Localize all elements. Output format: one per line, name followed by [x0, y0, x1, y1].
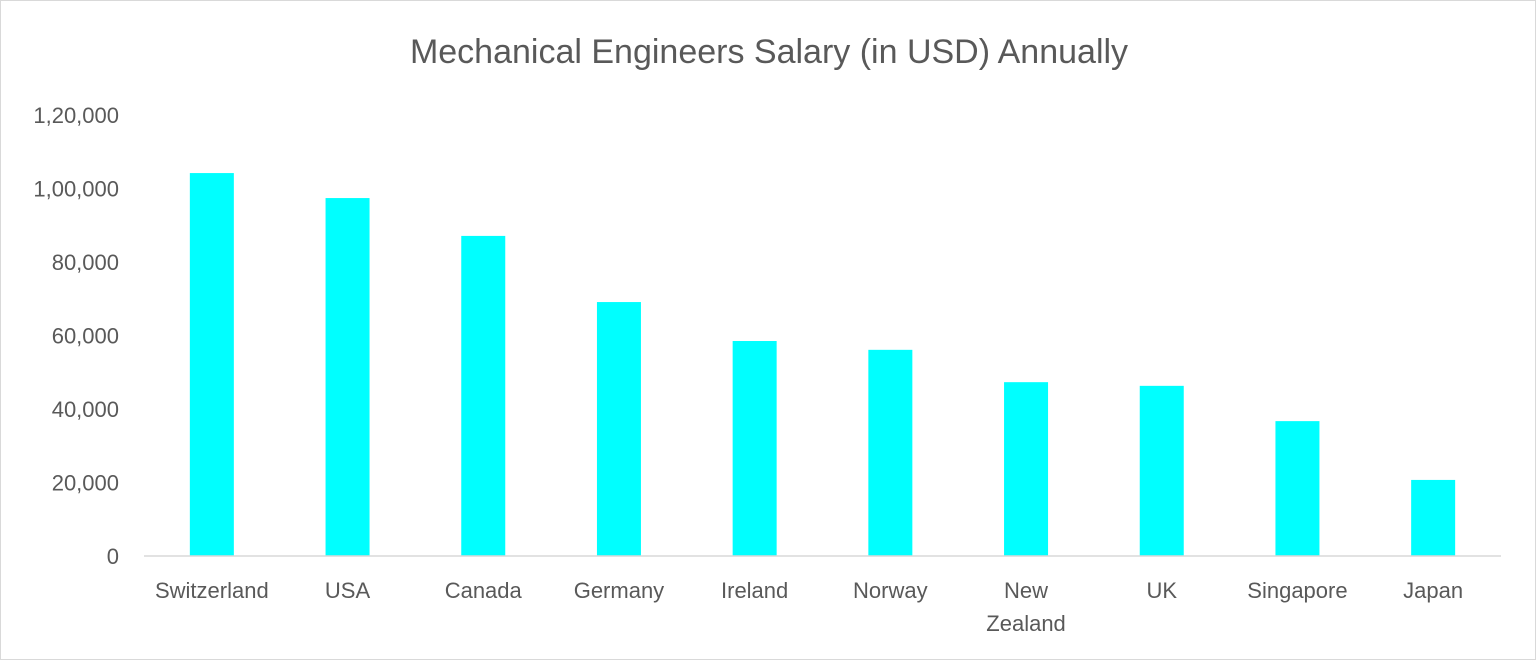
bar-germany [596, 302, 641, 556]
bar-norway [868, 349, 913, 556]
bars [189, 173, 1456, 556]
y-tick-label: 1,20,000 [33, 103, 119, 128]
x-tick-label: Switzerland [155, 578, 269, 603]
x-tick-label: New Zealand [986, 578, 1066, 636]
chart-title: Mechanical Engineers Salary (in USD) Ann… [410, 33, 1128, 71]
y-tick-label: 20,000 [52, 471, 119, 496]
x-tick-label: Canada [445, 578, 523, 603]
bar-new-zealand [1004, 382, 1049, 556]
y-tick-label: 1,00,000 [33, 177, 119, 202]
y-tick-label: 80,000 [52, 250, 119, 275]
y-tick-label: 40,000 [52, 397, 119, 422]
bar-canada [461, 235, 506, 556]
x-tick-label: UK [1146, 578, 1177, 603]
bar-usa [325, 198, 370, 556]
x-tick-label: Singapore [1247, 578, 1347, 603]
x-tick-label: Germany [574, 578, 664, 603]
x-tick-label: Ireland [721, 578, 788, 603]
x-tick-label: USA [325, 578, 371, 603]
x-axis: Switzerland USA Canada Germany Ireland Norway… [144, 555, 1501, 636]
bar-singapore [1275, 421, 1320, 556]
bar-ireland [732, 341, 777, 556]
x-tick-label: Japan [1403, 578, 1463, 603]
y-tick-label: 0 [107, 544, 119, 569]
y-axis: 0 20,000 40,000 60,000 80,000 1,00,000 1,20,00… [33, 103, 119, 569]
y-tick-label: 60,000 [52, 324, 119, 349]
bar-japan [1411, 479, 1456, 556]
bar-switzerland [189, 173, 234, 556]
bar-uk [1139, 385, 1184, 556]
x-tick-label: Norway [853, 578, 928, 603]
